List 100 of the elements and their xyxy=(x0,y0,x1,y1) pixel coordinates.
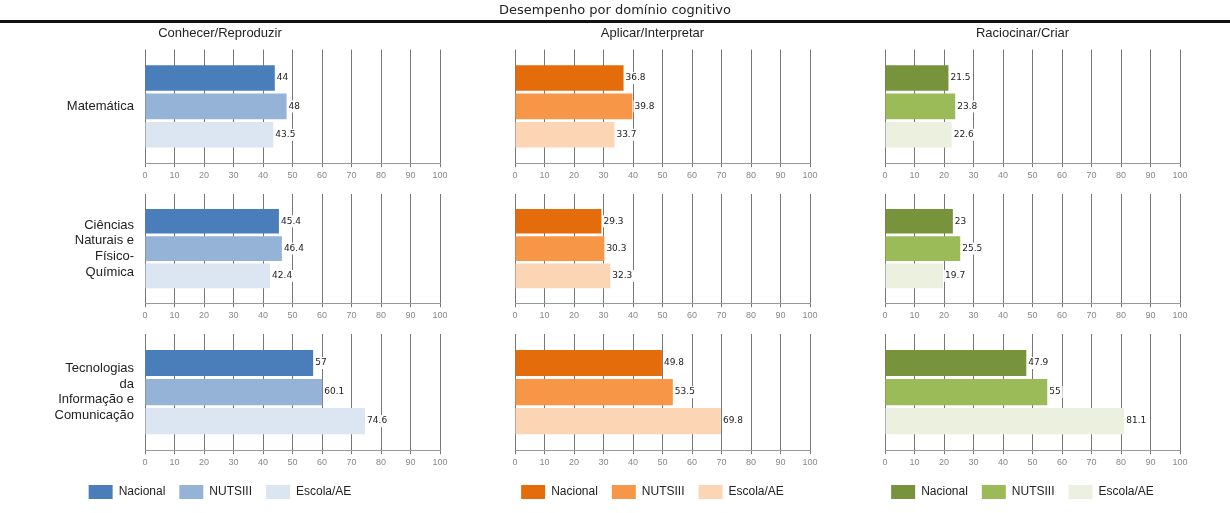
data-label: 36.8 xyxy=(625,72,646,83)
x-tick-label: 50 xyxy=(1027,310,1038,321)
x-tick-label: 90 xyxy=(405,310,416,321)
x-tick-label: 70 xyxy=(716,310,727,321)
data-label: 39.8 xyxy=(634,100,655,111)
bar xyxy=(515,93,633,120)
bar xyxy=(515,209,602,234)
data-label: 49.8 xyxy=(663,357,685,368)
x-tick-label: 20 xyxy=(568,457,580,468)
x-tick-label: 90 xyxy=(1145,310,1156,321)
x-tick-label: 30 xyxy=(228,457,239,468)
x-tick-label: 60 xyxy=(316,170,328,181)
x-tick-label: 20 xyxy=(938,310,950,321)
x-tick-label: 40 xyxy=(627,310,639,321)
x-tick-label: 60 xyxy=(686,457,698,468)
x-tick-label: 40 xyxy=(257,457,269,468)
data-label: 25.5 xyxy=(962,242,983,253)
x-tick-label: 0 xyxy=(882,457,888,468)
x-tick-label: 30 xyxy=(598,457,609,468)
x-tick-label: 50 xyxy=(657,170,668,181)
x-tick-label: 90 xyxy=(405,170,416,181)
bar xyxy=(885,408,1125,435)
bar xyxy=(885,349,1027,377)
x-tick-label: 10 xyxy=(909,310,920,321)
x-tick-label: 70 xyxy=(716,170,727,181)
x-tick-label: 10 xyxy=(539,310,550,321)
data-label: 32.3 xyxy=(612,270,633,281)
x-tick-label: 60 xyxy=(316,310,328,321)
data-label: 69.8 xyxy=(722,415,744,426)
x-tick-label: 70 xyxy=(716,457,727,468)
x-tick-label: 10 xyxy=(169,310,180,321)
x-tick-label: 70 xyxy=(346,457,357,468)
bar xyxy=(515,236,605,261)
x-tick-label: 90 xyxy=(775,170,786,181)
legend-label: Escola/AE xyxy=(728,484,784,499)
data-label: 29.3 xyxy=(603,215,624,226)
data-label: 42.4 xyxy=(272,270,293,281)
x-tick-label: 0 xyxy=(142,170,148,181)
x-tick-label: 90 xyxy=(1145,457,1156,468)
x-tick-label: 40 xyxy=(997,170,1009,181)
x-tick-label: 10 xyxy=(539,457,550,468)
x-tick-label: 30 xyxy=(228,310,239,321)
x-tick-label: 90 xyxy=(1145,170,1156,181)
bar xyxy=(145,379,323,406)
bar xyxy=(885,263,944,289)
legend-label: Nacional xyxy=(118,484,166,499)
x-tick-label: 60 xyxy=(686,170,698,181)
bar xyxy=(145,93,287,120)
data-label: 46.4 xyxy=(283,242,305,253)
data-label: 81.1 xyxy=(1126,415,1147,426)
x-tick-label: 100 xyxy=(432,457,448,468)
legend-label: Escola/AE xyxy=(1098,484,1154,499)
bar xyxy=(515,408,721,435)
x-tick-label: 100 xyxy=(1172,457,1188,468)
x-tick-label: 20 xyxy=(198,170,210,181)
x-tick-label: 50 xyxy=(1027,170,1038,181)
x-tick-label: 20 xyxy=(198,310,210,321)
data-label: 45.4 xyxy=(280,215,302,226)
x-tick-label: 70 xyxy=(1086,170,1097,181)
x-tick-label: 0 xyxy=(882,310,888,321)
x-tick-label: 90 xyxy=(775,457,786,468)
x-tick-label: 30 xyxy=(598,170,609,181)
data-label: 44 xyxy=(276,72,289,83)
data-label: 47.9 xyxy=(1028,357,1049,368)
data-label: 23 xyxy=(954,215,967,226)
bar xyxy=(515,379,673,406)
x-tick-label: 90 xyxy=(405,457,416,468)
bar xyxy=(145,122,274,148)
bar xyxy=(515,65,624,91)
data-label: 30.3 xyxy=(606,242,627,253)
x-tick-label: 50 xyxy=(287,310,298,321)
data-label: 21.5 xyxy=(950,72,971,83)
x-tick-label: 100 xyxy=(432,170,448,181)
x-tick-label: 20 xyxy=(568,170,580,181)
x-tick-label: 0 xyxy=(512,457,518,468)
data-label: 33.7 xyxy=(616,129,637,140)
x-tick-label: 20 xyxy=(568,310,580,321)
y-tick-label: Ciências Naturais e Físico-Química xyxy=(74,216,135,279)
x-tick-label: 30 xyxy=(968,170,979,181)
x-tick-label: 50 xyxy=(287,457,298,468)
x-tick-label: 30 xyxy=(598,310,609,321)
x-tick-label: 40 xyxy=(257,310,269,321)
bar xyxy=(145,408,366,435)
x-tick-label: 60 xyxy=(1056,457,1068,468)
x-tick-label: 20 xyxy=(938,170,950,181)
data-label: 60.1 xyxy=(324,386,345,397)
x-tick-label: 50 xyxy=(287,170,298,181)
data-label: 74.6 xyxy=(367,415,388,426)
x-tick-label: 40 xyxy=(997,310,1009,321)
legend-label: NUTSIII xyxy=(1011,484,1055,499)
bar xyxy=(885,236,961,261)
x-tick-label: 10 xyxy=(539,170,550,181)
bar xyxy=(145,65,275,91)
data-label: 43.5 xyxy=(275,129,296,140)
data-label: 22.6 xyxy=(953,129,974,140)
x-tick-label: 0 xyxy=(142,310,148,321)
x-tick-label: 70 xyxy=(1086,310,1097,321)
x-tick-label: 0 xyxy=(142,457,148,468)
legend-label: NUTSIII xyxy=(641,484,685,499)
x-tick-label: 100 xyxy=(432,310,448,321)
